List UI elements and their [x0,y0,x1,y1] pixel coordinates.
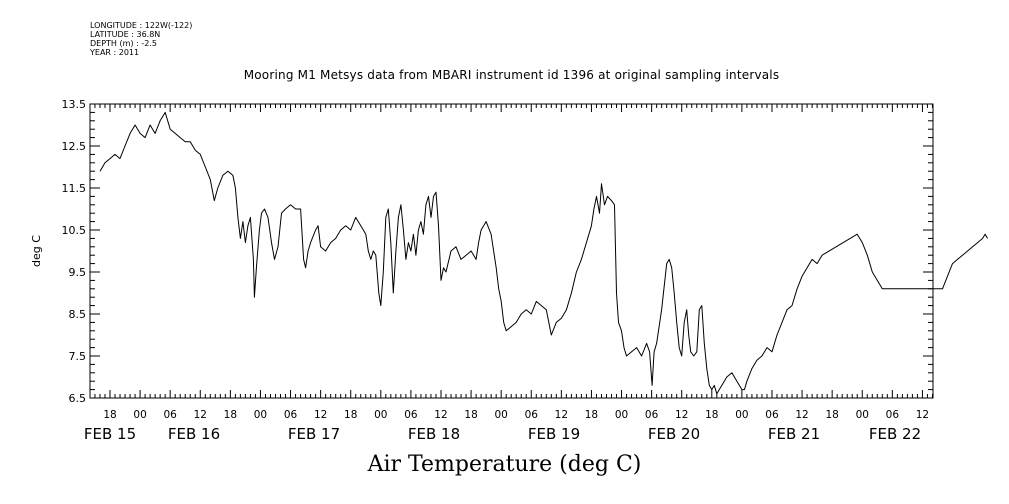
x-day-label: FEB 16 [168,425,220,443]
x-day-label: FEB 17 [288,425,340,443]
x-tick-label: 00 [494,409,507,421]
x-day-label: FEB 20 [648,425,700,443]
y-tick-label: 7.5 [69,350,87,363]
x-tick-label: 18 [464,409,477,421]
air-temperature-series-line [99,111,989,395]
x-tick-label: 12 [434,409,447,421]
chart-title: Mooring M1 Metsys data from MBARI instru… [243,68,780,82]
longitude-text: LONGITUDE : 122W(-122) [90,21,193,30]
x-tick-label: 06 [284,409,298,421]
x-tick-label: 18 [103,409,116,421]
x-tick-label: 12 [555,409,568,421]
x-tick-label: 06 [525,409,539,421]
x-tick-label: 18 [585,409,598,421]
x-tick-label: 12 [675,409,688,421]
x-tick-label: 06 [163,409,177,421]
y-tick-label: 12.5 [62,140,87,153]
location-metadata: LONGITUDE : 122W(-122) LATITUDE : 36.8N … [90,21,192,57]
y-tick-label: 6.5 [69,392,87,405]
x-tick-label: 06 [765,409,779,421]
y-tick-label: 10.5 [62,224,87,237]
x-tick-label: 18 [825,409,838,421]
x-tick-label: 00 [133,409,146,421]
x-axis: 18 00 06 12 18 00 06 12 18 00 06 12 18 00 06 12 18 00 06 12… [84,104,933,443]
x-tick-label: 00 [735,409,748,421]
x-tick-label: 06 [404,409,418,421]
plot-frame [89,103,934,399]
series-group [99,111,989,395]
y-axis: 6.5 7.5 8.5 9.5 10.5 11.5 12.5 13.5 [62,98,933,405]
x-tick-label: 00 [615,409,628,421]
y-tick-label: 13.5 [62,98,87,111]
x-tick-label: 06 [886,409,900,421]
x-tick-label: 12 [314,409,327,421]
x-day-label: FEB 22 [869,425,921,443]
depth-text: DEPTH (m) : -2.5 [90,39,157,48]
x-tick-label: 12 [795,409,808,421]
y-axis-label: deg C [30,235,43,267]
x-tick-label: 06 [645,409,659,421]
x-tick-label: 00 [374,409,387,421]
x-day-label: FEB 15 [84,425,136,443]
x-tick-label: 18 [224,409,237,421]
x-tick-label: 18 [344,409,357,421]
x-axis-label: Air Temperature (deg C) [367,452,642,477]
x-tick-label: 12 [194,409,207,421]
x-tick-label: 12 [916,409,929,421]
x-day-label: FEB 18 [408,425,460,443]
y-tick-label: 9.5 [69,266,87,279]
x-day-label: FEB 19 [528,425,580,443]
x-tick-label: 00 [856,409,869,421]
latitude-text: LATITUDE : 36.8N [90,30,161,39]
y-tick-label: 8.5 [69,308,87,321]
x-day-label: FEB 21 [768,425,820,443]
year-text: YEAR : 2011 [90,48,140,57]
x-tick-label: 00 [254,409,267,421]
y-tick-label: 11.5 [62,182,87,195]
x-tick-label: 18 [705,409,718,421]
